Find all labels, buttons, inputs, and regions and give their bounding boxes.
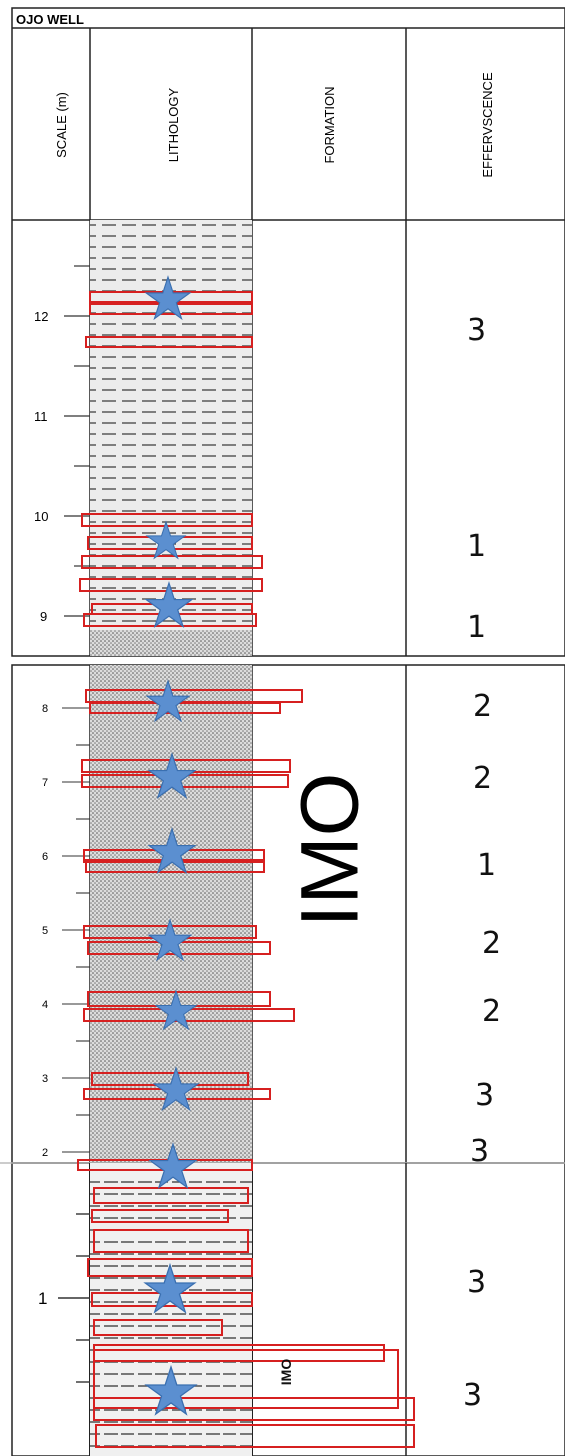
tick-label: 3 xyxy=(42,1073,48,1085)
formation-label-imo-small: IMO xyxy=(278,1359,294,1386)
effervescence-value: 2 xyxy=(482,926,501,961)
lower-segment: 1 IMO 3 3 3 xyxy=(0,1134,565,1456)
tick-label: 2 xyxy=(42,1147,48,1159)
effervescence-value: 3 xyxy=(470,1134,489,1169)
upper-frame xyxy=(11,7,565,657)
star-icon xyxy=(145,520,187,560)
upper-segment: OJO WELL SCALE (m) LITHOLOGY FORMATION E… xyxy=(11,7,565,657)
tick-label: 1 xyxy=(38,1289,47,1308)
star-icon xyxy=(144,1364,198,1416)
sample-stars xyxy=(144,275,194,628)
effervescence-value: 3 xyxy=(467,1265,486,1300)
tick-label: 5 xyxy=(42,925,48,937)
sample-stars xyxy=(143,1142,198,1416)
sand-lithology xyxy=(90,665,252,1163)
effervescence-value: 1 xyxy=(467,610,486,645)
star-icon xyxy=(147,827,197,874)
star-icon xyxy=(148,1142,198,1189)
middle-segment: 8 7 6 5 4 3 2 IMO xyxy=(11,664,565,1164)
effervescence-value: 3 xyxy=(475,1078,494,1113)
star-icon xyxy=(144,275,192,321)
effervescence-value: 3 xyxy=(467,313,486,348)
tick-label: 11 xyxy=(34,409,48,424)
header-effervescence: EFFERVSCENCE xyxy=(480,72,495,178)
effervescence-value: 3 xyxy=(463,1378,482,1413)
header-lithology: LITHOLOGY xyxy=(166,87,181,162)
header-formation: FORMATION xyxy=(322,86,337,163)
tick-label: 4 xyxy=(42,999,48,1011)
star-icon xyxy=(145,679,191,723)
well-title: OJO WELL xyxy=(16,12,84,27)
effervescence-value: 2 xyxy=(473,689,492,724)
star-icon xyxy=(152,1066,200,1112)
effervescence-value: 1 xyxy=(477,848,496,883)
shale-lithology xyxy=(90,1163,252,1456)
formation-label-imo: IMO xyxy=(285,773,376,928)
tick-label: 9 xyxy=(40,609,47,624)
tick-label: 6 xyxy=(42,851,48,863)
sample-stars xyxy=(145,679,200,1112)
tick-label: 7 xyxy=(42,777,48,789)
tick-label: 12 xyxy=(34,309,48,324)
header-scale: SCALE (m) xyxy=(54,92,69,158)
star-icon xyxy=(154,989,198,1031)
star-icon xyxy=(144,581,194,628)
star-icon xyxy=(147,918,193,962)
effervescence-value: 1 xyxy=(467,529,486,564)
star-icon xyxy=(147,752,197,799)
tick-label: 10 xyxy=(34,509,48,524)
star-icon xyxy=(143,1262,197,1314)
sand-lithology xyxy=(90,630,252,656)
effervescence-value: 2 xyxy=(482,994,501,1029)
tick-label: 8 xyxy=(42,703,48,715)
effervescence-value: 2 xyxy=(473,761,492,796)
